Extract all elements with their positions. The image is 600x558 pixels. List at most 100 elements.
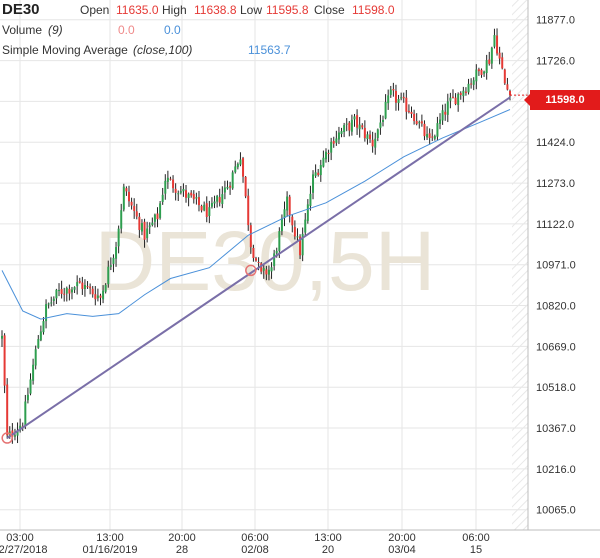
candle-body <box>498 52 501 59</box>
candle-body <box>169 178 172 180</box>
close-value: 11598.0 <box>352 3 395 17</box>
candle-body <box>109 265 112 267</box>
candle-body <box>120 210 123 229</box>
candle-body <box>3 335 6 386</box>
candle-body <box>322 157 325 167</box>
candle-body <box>135 211 138 217</box>
future-area <box>512 0 528 530</box>
candle-body <box>26 394 29 401</box>
candle-body <box>506 84 509 90</box>
candle-body <box>19 425 22 431</box>
chart-watermark: DE30,5H <box>95 214 436 308</box>
y-tick-label: 11122.0 <box>536 219 574 231</box>
candle-body <box>420 121 423 124</box>
candle-body <box>309 193 312 206</box>
x-tick-date: 28 <box>176 544 188 556</box>
candle-body <box>65 288 68 294</box>
candle-body <box>205 203 208 217</box>
candle-body <box>330 141 333 153</box>
sma-param: (close,100) <box>133 43 193 57</box>
candle-body <box>449 97 452 101</box>
candle-body <box>187 193 190 198</box>
candle-body <box>278 231 281 251</box>
candle-body <box>400 97 403 99</box>
candle-body <box>423 123 426 137</box>
candle-body <box>467 83 470 93</box>
candle-body <box>356 115 359 128</box>
candle-body <box>353 116 356 120</box>
candle-body <box>428 133 431 139</box>
x-tick-time: 03:00 <box>6 532 34 544</box>
candle-body <box>324 151 327 160</box>
candle-body <box>480 69 483 75</box>
candle-body <box>446 101 449 115</box>
candle-body <box>273 253 276 267</box>
candle-body <box>376 129 379 138</box>
candle-body <box>231 172 234 189</box>
candle-body <box>410 111 413 114</box>
candle-body <box>470 83 473 85</box>
candle-body <box>122 186 125 210</box>
candle-body <box>60 289 63 294</box>
candle-body <box>454 97 457 105</box>
candle-body <box>319 165 322 176</box>
candle-body <box>146 228 149 239</box>
candle-body <box>143 221 146 240</box>
candle-body <box>301 233 304 256</box>
candle-body <box>459 92 462 95</box>
candle-body <box>73 287 76 290</box>
candle-body <box>283 209 286 218</box>
candle-body <box>389 89 392 95</box>
trendline-layer <box>1 94 528 444</box>
candle-body <box>493 35 496 47</box>
candle-body <box>218 197 221 203</box>
candle-body <box>174 188 177 193</box>
candle-body <box>239 159 242 165</box>
candle-body <box>413 113 416 122</box>
candle-body <box>63 293 66 295</box>
x-tick-time: 06:00 <box>462 532 490 544</box>
candle-body <box>304 219 307 233</box>
candle-body <box>16 430 19 436</box>
candle-body <box>288 196 291 216</box>
candle-body <box>47 303 50 305</box>
candle-body <box>223 187 226 193</box>
candle-body <box>148 225 151 228</box>
candle-body <box>50 302 53 304</box>
candle-body <box>185 190 188 198</box>
candle-body <box>496 35 499 54</box>
candle-body <box>179 191 182 193</box>
candle-body <box>68 288 71 294</box>
candle-body <box>156 213 159 220</box>
candle-body <box>249 225 252 248</box>
candle-body <box>244 176 247 197</box>
chart-grid <box>0 0 528 530</box>
candle-body <box>490 47 493 64</box>
candle-body <box>394 90 397 103</box>
candle-body <box>107 266 110 285</box>
candle-body <box>462 90 465 97</box>
candle-body <box>86 286 89 288</box>
y-tick-label: 10065.0 <box>536 505 576 517</box>
candle-body <box>332 140 335 144</box>
candle-body <box>166 177 169 182</box>
candle-body <box>260 263 263 272</box>
candle-body <box>177 193 180 195</box>
candle-body <box>265 269 268 275</box>
candle-body <box>226 186 229 189</box>
candle-body <box>190 192 193 196</box>
candle-body <box>296 236 299 238</box>
x-tick-time: 20:00 <box>388 532 416 544</box>
candle-body <box>140 223 143 232</box>
candle-body <box>291 216 294 226</box>
sma-label: Simple Moving Average <box>2 43 128 57</box>
candle-body <box>99 295 102 298</box>
x-tick-time: 13:00 <box>314 532 342 544</box>
candle-body <box>433 136 436 139</box>
volume-value-2: 0.0 <box>164 23 181 37</box>
candle-body <box>29 379 32 394</box>
candle-body <box>418 122 421 124</box>
candle-body <box>58 290 61 292</box>
candle-body <box>327 152 330 154</box>
